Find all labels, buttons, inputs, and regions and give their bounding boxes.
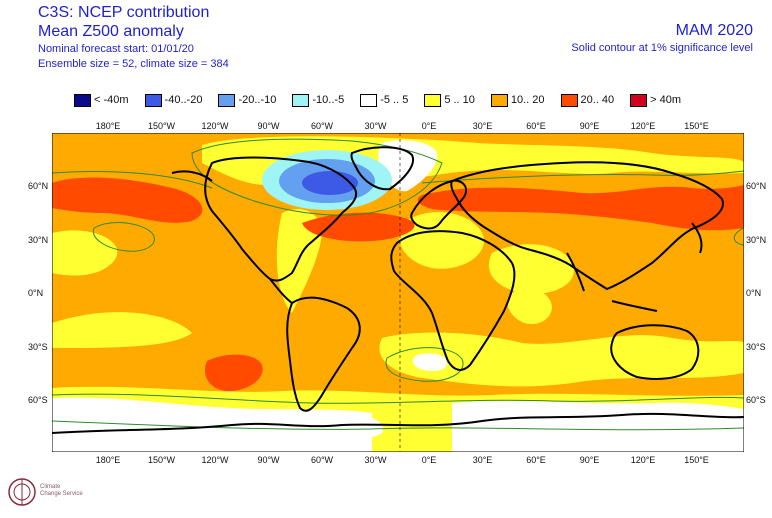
legend-label: 10.. 20 bbox=[510, 94, 545, 106]
legend-label: 20.. 40 bbox=[580, 94, 615, 106]
field-20-40-regions bbox=[52, 177, 744, 392]
season-label: MAM 2020 bbox=[675, 22, 753, 39]
axis-tick-label: 90°W bbox=[257, 121, 280, 131]
coastlines bbox=[52, 146, 744, 434]
logo-text-line1: Climate bbox=[40, 484, 61, 490]
anomaly-map bbox=[52, 133, 744, 452]
axis-tick-label: 30°S bbox=[28, 342, 48, 352]
color-legend: < -40m -40..-20 -20..-10 -10..-5 -5 .. 5 5 ..… bbox=[74, 92, 697, 108]
legend-item: -5 .. 5 bbox=[360, 92, 424, 108]
axis-tick-label: 60°S bbox=[28, 395, 48, 405]
title-variable: Mean Z500 anomaly bbox=[38, 23, 184, 40]
axis-tick-label: 120°E bbox=[630, 455, 656, 465]
legend-label: -5 .. 5 bbox=[380, 94, 409, 106]
legend-swatch bbox=[144, 93, 162, 107]
legend-item: 10.. 20 bbox=[490, 92, 561, 108]
axis-tick-label: 60°E bbox=[526, 455, 546, 465]
logo-text: Climate Change Service bbox=[40, 484, 83, 498]
axis-tick-label: 30°E bbox=[472, 455, 493, 465]
legend-swatch bbox=[218, 93, 236, 107]
axis-tick-label: 60°E bbox=[526, 121, 546, 131]
legend-swatch bbox=[292, 93, 310, 107]
legend-label: 5 .. 10 bbox=[444, 94, 475, 106]
axis-tick-label: 30°S bbox=[746, 342, 766, 352]
negative-anomaly-center bbox=[262, 150, 392, 210]
axis-tick-label: 150°E bbox=[684, 121, 709, 131]
title-producer: C3S: NCEP contribution bbox=[38, 4, 210, 21]
axis-tick-label: 120°E bbox=[630, 121, 656, 131]
axis-tick-label: 0°E bbox=[421, 455, 437, 465]
axis-tick-label: 30°N bbox=[746, 235, 767, 245]
axis-tick-label: 30°W bbox=[364, 455, 387, 465]
legend-item: -20..-10 bbox=[218, 92, 292, 108]
axis-tick-label: 150°W bbox=[147, 121, 176, 131]
axis-tick-label: 0°N bbox=[28, 288, 44, 298]
legend-swatch bbox=[424, 93, 442, 107]
legend-item: -40..-20 bbox=[144, 92, 219, 108]
legend-swatch bbox=[630, 93, 648, 107]
axis-tick-label: 30°E bbox=[472, 121, 493, 131]
axis-tick-label: 60°N bbox=[28, 181, 49, 191]
legend-item: 5 .. 10 bbox=[424, 92, 491, 108]
axis-tick-label: 150°W bbox=[147, 455, 176, 465]
ensemble-size: Ensemble size = 52, climate size = 384 bbox=[38, 58, 229, 70]
forecast-start: Nominal forecast start: 01/01/20 bbox=[38, 43, 194, 55]
axis-tick-label: 60°W bbox=[310, 121, 334, 131]
axis-tick-label: 60°W bbox=[310, 455, 334, 465]
legend-label: -10..-5 bbox=[312, 94, 345, 106]
legend-label: < -40m bbox=[94, 94, 129, 106]
legend-label: -40..-20 bbox=[164, 94, 203, 106]
axis-tick-label: 90°W bbox=[257, 455, 280, 465]
axis-tick-label: 30°W bbox=[364, 121, 387, 131]
axis-tick-label: 60°N bbox=[746, 181, 767, 191]
axis-tick-label: 0°E bbox=[421, 121, 437, 131]
legend-label: -20..-10 bbox=[238, 94, 277, 106]
legend-item: > 40m bbox=[630, 92, 697, 108]
legend-item: < -40m bbox=[74, 92, 145, 108]
legend-item: -10..-5 bbox=[292, 92, 360, 108]
axis-tick-label: 150°E bbox=[684, 455, 709, 465]
axis-tick-label: 90°E bbox=[579, 455, 600, 465]
axis-tick-label: 90°E bbox=[579, 121, 600, 131]
significance-note: Solid contour at 1% significance level bbox=[571, 42, 753, 54]
legend-swatch bbox=[490, 93, 508, 107]
axis-tick-label: 120°W bbox=[201, 455, 229, 465]
logo-text-line2: Change Service bbox=[40, 491, 83, 497]
legend-item: 20.. 40 bbox=[560, 92, 631, 108]
copernicus-logo bbox=[8, 478, 36, 506]
legend-swatch bbox=[360, 93, 378, 107]
legend-swatch bbox=[560, 93, 578, 107]
legend-swatch bbox=[74, 93, 91, 107]
axis-tick-label: 120°W bbox=[201, 121, 229, 131]
axis-tick-label: 180°E bbox=[95, 455, 121, 465]
axis-tick-label: 180°E bbox=[95, 121, 121, 131]
axis-tick-label: 60°S bbox=[746, 395, 766, 405]
significance-contours bbox=[52, 138, 744, 431]
axis-tick-label: 0°N bbox=[746, 288, 762, 298]
legend-label: > 40m bbox=[650, 94, 682, 106]
axis-tick-label: 30°N bbox=[28, 235, 49, 245]
